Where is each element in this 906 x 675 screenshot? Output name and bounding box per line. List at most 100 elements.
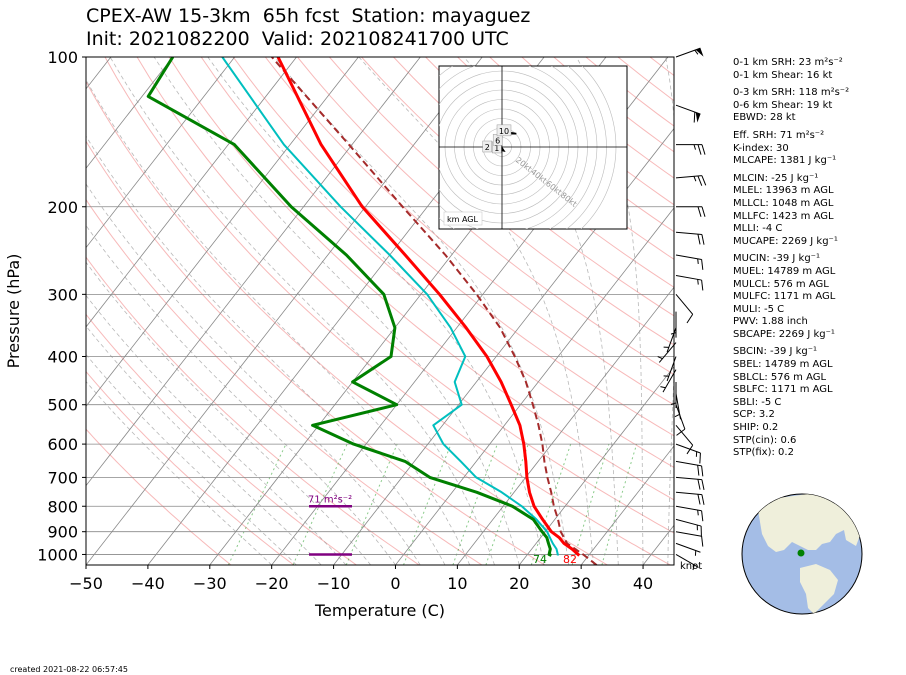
wind-barb-flag [697, 234, 701, 245]
x-tick-label: −40 [131, 574, 165, 593]
dry-adiabat [104, 57, 671, 565]
surface-value-label: 74 [533, 553, 547, 566]
dry-adiabat [393, 57, 674, 288]
mixing-ratio-line [403, 443, 452, 565]
hodograph-legend: km AGL [447, 215, 479, 224]
wind-barb-half-flag [670, 402, 677, 405]
temperature-line [276, 57, 581, 557]
wind-barb [675, 443, 701, 464]
dry-adiabat [86, 140, 545, 565]
stat-sbcape: SBCAPE: 2269 J kg⁻¹ [733, 328, 835, 340]
moist-adiabat [86, 261, 372, 565]
stat-ship: SHIP: 0.2 [733, 422, 779, 434]
moist-adiabat [109, 57, 495, 565]
wind-barb-flag [701, 144, 706, 155]
moist-adiabat [86, 79, 471, 565]
dry-adiabat [86, 313, 357, 565]
wind-barb-flag [697, 465, 700, 476]
stat-muel: MUEL: 14789 m AGL [733, 265, 836, 277]
dry-adiabat [361, 57, 674, 317]
moist-adiabat [86, 294, 347, 565]
wind-barb-flag [701, 494, 705, 505]
srh-label: 71 m²s⁻² [308, 494, 352, 505]
isotherm [580, 445, 674, 565]
wind-barb-staff [675, 175, 702, 179]
stat-mlel: MLEL: 13963 m AGL [733, 185, 834, 197]
hodograph-legend-box [443, 211, 483, 226]
wind-barb [675, 491, 705, 505]
surface-value-label: 82 [563, 553, 577, 566]
x-tick-label: 40 [633, 574, 653, 593]
y-tick-label: 300 [47, 285, 78, 304]
stat-scp: SCP: 3.2 [733, 409, 775, 421]
dry-adiabat [86, 428, 232, 565]
wind-barb-staff [675, 275, 702, 281]
wind-barb [663, 327, 677, 353]
hodograph-height-box [496, 124, 512, 137]
moist-adiabat [463, 57, 619, 565]
wind-barb-flag [701, 280, 704, 291]
wind-barb-staff [675, 505, 702, 512]
wind-barb [675, 476, 705, 490]
wind-barb-half-flag [697, 510, 699, 516]
wind-barb-flag [686, 313, 694, 324]
wind-barb-staff [675, 47, 701, 58]
moist-adiabat [86, 380, 272, 565]
parcel-trace-line [271, 57, 598, 565]
wind-barb-staff [666, 356, 677, 382]
hodograph-frame [438, 65, 628, 230]
moist-adiabat [86, 135, 446, 565]
x-tick-label: −50 [69, 574, 103, 593]
hodograph-height-label: 1 [494, 144, 499, 153]
moist-adiabat [86, 183, 421, 565]
y-tick-label: 500 [47, 396, 78, 415]
wind-barb-staff [675, 491, 702, 496]
south-america-land [800, 564, 838, 614]
wind-barb-staff [662, 369, 677, 393]
wind-barb-pennant [695, 48, 704, 57]
wind-barb-half-flag [694, 49, 699, 55]
wind-barb [663, 356, 677, 382]
wind-barb [675, 175, 707, 186]
wind-barb-flag [701, 510, 704, 522]
stat-mlli: MLLI: -4 C [733, 223, 783, 235]
x-tick-label: 20 [509, 574, 529, 593]
wind-unit-label: knot [680, 561, 702, 572]
wind-barb [660, 369, 677, 393]
stat-mucin: MUCIN: -39 J kg⁻¹ [733, 253, 820, 265]
isotherm [333, 127, 674, 565]
x-tick-label: −10 [317, 574, 351, 593]
wind-barb-flag [676, 428, 686, 436]
wind-barb [675, 542, 701, 556]
x-tick-label: −30 [193, 574, 227, 593]
isotherm [86, 57, 297, 328]
stat-muli: MULI: -5 C [733, 303, 785, 315]
stat-stpcin: STP(cin): 0.6 [733, 434, 797, 446]
wind-barb [675, 554, 699, 571]
sounding-parameters: 0-1 km SRH: 23 m²s⁻² 0-1 km Shear: 16 kt 0… [733, 57, 849, 460]
wind-barb-half-flag [697, 279, 699, 285]
stat-sblcl: SBLCL: 576 m AGL [733, 371, 827, 383]
wind-barb-staff [675, 531, 702, 537]
wind-barb-half-flag [674, 413, 680, 418]
y-tick-label: 400 [47, 348, 78, 367]
wind-barb [675, 254, 704, 270]
x-tick-label: 30 [571, 574, 591, 593]
mixing-ratio-line [227, 443, 287, 565]
isotherm [518, 365, 674, 565]
station-marker [797, 549, 805, 557]
wind-barb-staff [675, 231, 702, 235]
y-tick-label: 800 [47, 497, 78, 516]
wind-barb [675, 531, 704, 547]
chart-title: CPEX-AW 15-3km 65h fcst Station: mayague… [86, 5, 531, 27]
stat-mucape: MUCAPE: 2269 J kg⁻¹ [733, 235, 838, 247]
wind-barb-staff [675, 424, 694, 446]
wind-barb-staff [675, 294, 694, 315]
mixing-ratio-line [485, 443, 529, 565]
wind-barb-staff [666, 327, 677, 353]
stat-sbcin: SBCIN: -39 J kg⁻¹ [733, 346, 818, 358]
stat-mulcl: MULCL: 576 m AGL [733, 278, 829, 290]
wind-barb-flag [701, 259, 704, 270]
moist-adiabat [86, 325, 322, 565]
dry-adiabat [329, 57, 674, 346]
